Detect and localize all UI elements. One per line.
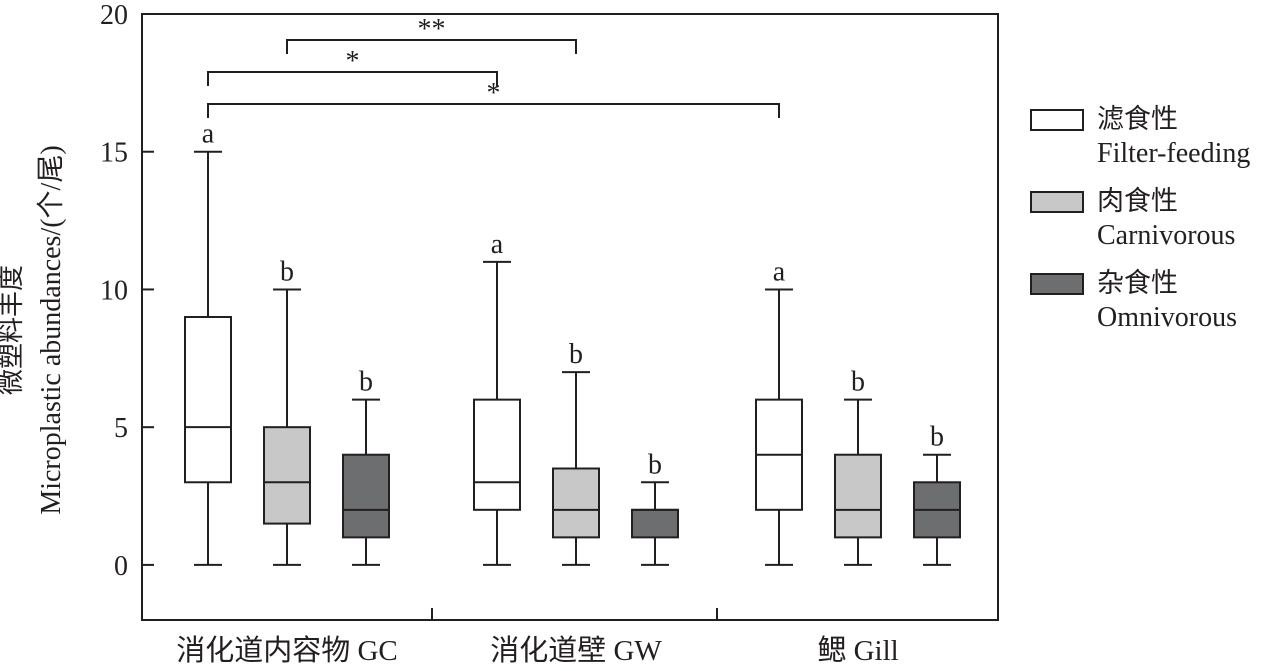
- box-iqr: [552, 467, 600, 539]
- y-tick-label: 5: [114, 413, 128, 444]
- box-iqr: [631, 508, 679, 539]
- significance-stars: *: [487, 78, 501, 109]
- legend-label-en: Omnivorous: [1097, 302, 1237, 333]
- x-category-label: 消化道内容物 GC: [176, 634, 398, 666]
- significance-letter: b: [569, 339, 583, 370]
- significance-letter: b: [280, 256, 294, 287]
- significance-bracket: [207, 71, 498, 86]
- significance-letter: a: [491, 229, 504, 260]
- significance-letter: a: [773, 256, 786, 287]
- legend-label-cn: 杂食性: [1097, 268, 1178, 298]
- significance-bracket: [207, 103, 780, 118]
- box-iqr: [263, 426, 311, 525]
- significance-letter: b: [851, 367, 865, 398]
- box-iqr: [342, 453, 390, 539]
- y-tick-label: 20: [100, 0, 128, 31]
- significance-letter: b: [648, 449, 662, 480]
- x-category-label: 鳃 Gill: [817, 634, 898, 666]
- legend-swatch: [1030, 273, 1084, 295]
- legend-swatch: [1030, 191, 1084, 213]
- y-tick-label: 0: [114, 551, 128, 582]
- box-iqr: [834, 453, 882, 539]
- significance-bracket: [286, 39, 577, 54]
- significance-letter: b: [930, 422, 944, 453]
- significance-stars: *: [346, 46, 360, 77]
- plot-frame: [141, 13, 999, 621]
- significance-letter: b: [359, 367, 373, 398]
- significance-stars: **: [418, 14, 446, 45]
- legend-label-en: Carnivorous: [1097, 220, 1235, 251]
- box-iqr: [473, 398, 521, 511]
- legend-label-en: Filter-feeding: [1097, 138, 1250, 169]
- y-tick-label: 15: [100, 138, 128, 169]
- legend-label-cn: 肉食性: [1097, 186, 1178, 216]
- y-tick-label: 10: [100, 275, 128, 306]
- legend-label-cn: 滤食性: [1097, 104, 1178, 134]
- y-axis-label-en: Microplastic abundances/(个/尾): [36, 145, 67, 514]
- y-axis-label-cn: 微塑料丰度: [0, 265, 26, 395]
- box-iqr: [184, 316, 232, 484]
- significance-letter: a: [202, 119, 215, 150]
- legend-swatch: [1030, 109, 1084, 131]
- x-category-label: 消化道壁 GW: [490, 634, 662, 666]
